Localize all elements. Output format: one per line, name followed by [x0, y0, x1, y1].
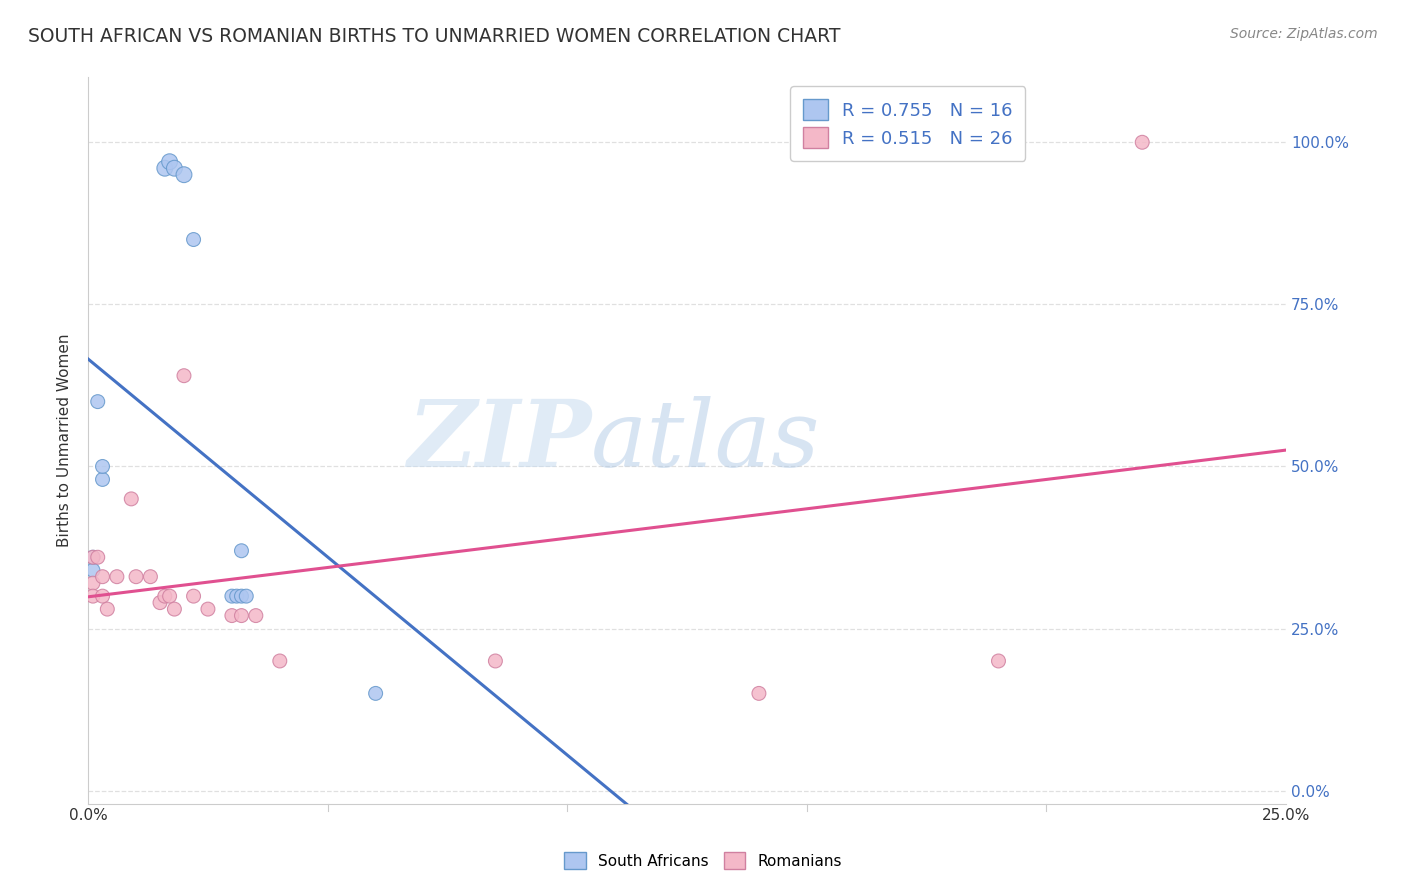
Legend: South Africans, Romanians: South Africans, Romanians [558, 846, 848, 875]
Point [183, 233, 205, 247]
Point [245, 608, 267, 623]
Legend: R = 0.755   N = 16, R = 0.515   N = 26: R = 0.755 N = 16, R = 0.515 N = 26 [790, 87, 1025, 161]
Point [235, 589, 257, 603]
Point [1130, 136, 1153, 150]
Point [269, 654, 291, 668]
Point [125, 570, 148, 584]
Point [91, 472, 114, 486]
Point [82, 589, 104, 603]
Point [163, 161, 186, 176]
Point [87, 394, 110, 409]
Point [183, 589, 205, 603]
Point [231, 543, 253, 558]
Point [159, 154, 181, 169]
Point [153, 161, 176, 176]
Text: SOUTH AFRICAN VS ROMANIAN BIRTHS TO UNMARRIED WOMEN CORRELATION CHART: SOUTH AFRICAN VS ROMANIAN BIRTHS TO UNMA… [28, 27, 841, 45]
Point [225, 589, 247, 603]
Point [96, 602, 118, 616]
Point [149, 596, 172, 610]
Point [82, 563, 104, 577]
Point [82, 550, 104, 565]
Point [221, 589, 243, 603]
Point [173, 168, 195, 182]
Point [163, 602, 186, 616]
Y-axis label: Births to Unmarried Women: Births to Unmarried Women [58, 334, 72, 548]
Text: atlas: atlas [592, 395, 821, 485]
Point [987, 654, 1010, 668]
Point [139, 570, 162, 584]
Point [91, 570, 114, 584]
Point [82, 576, 104, 591]
Point [82, 550, 104, 565]
Point [364, 686, 387, 700]
Point [231, 589, 253, 603]
Point [91, 459, 114, 474]
Point [484, 654, 506, 668]
Point [91, 589, 114, 603]
Point [231, 608, 253, 623]
Text: ZIP: ZIP [406, 395, 592, 485]
Point [221, 608, 243, 623]
Text: Source: ZipAtlas.com: Source: ZipAtlas.com [1230, 27, 1378, 41]
Point [173, 368, 195, 383]
Point [120, 491, 142, 506]
Point [105, 570, 128, 584]
Point [153, 589, 176, 603]
Point [87, 550, 110, 565]
Point [159, 589, 181, 603]
Point [748, 686, 770, 700]
Point [197, 602, 219, 616]
